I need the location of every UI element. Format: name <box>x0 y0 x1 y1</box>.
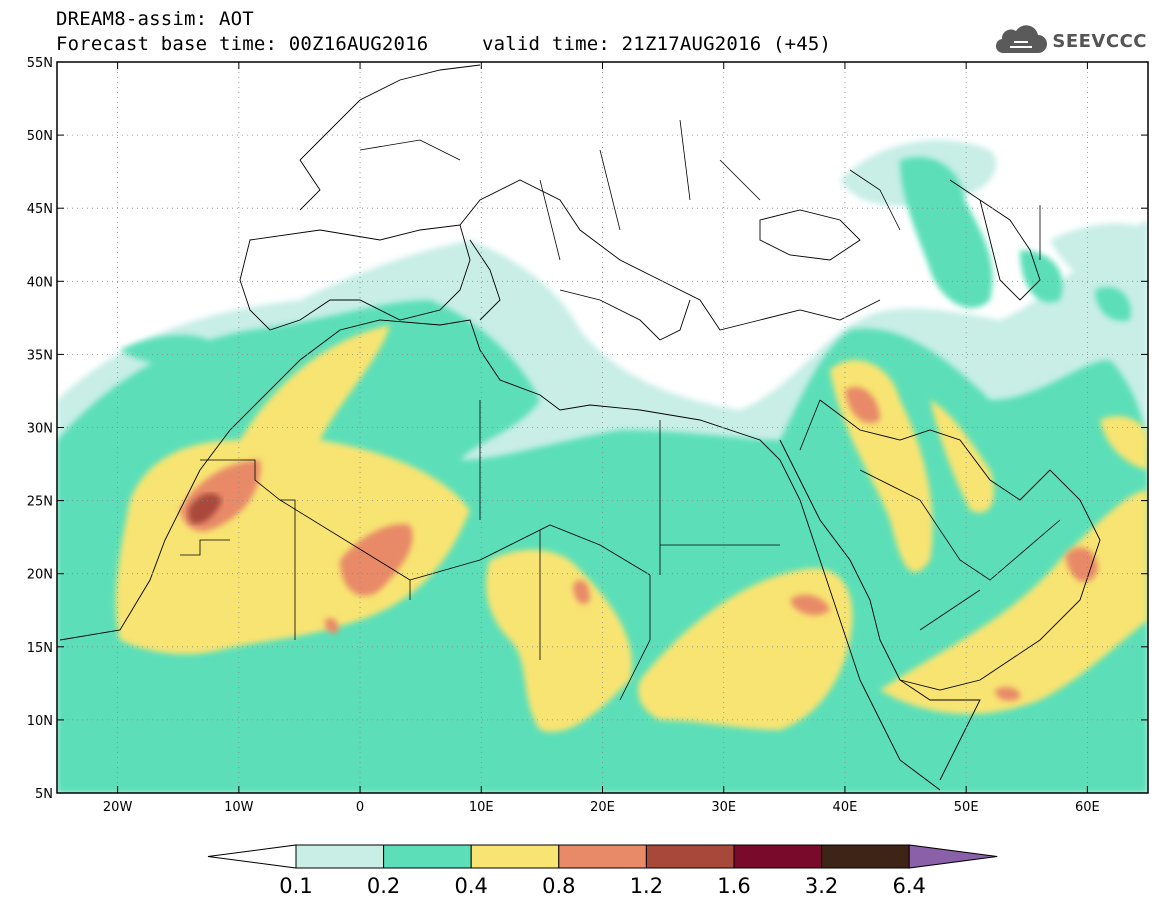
colorbar-segment <box>733 844 823 869</box>
lat-tick-label: 25N <box>27 495 53 510</box>
colorbar-label: 0.2 <box>367 874 400 898</box>
lat-tick-label: 15N <box>27 641 53 656</box>
lon-tick-label: 10E <box>469 800 494 815</box>
colorbar-segment <box>207 844 297 869</box>
colorbar-segment <box>295 844 385 869</box>
lat-tick-label: 45N <box>27 202 53 217</box>
colorbar: 0.1 0.2 0.4 0.8 1.2 1.6 3.2 6.4 <box>207 844 998 898</box>
lat-tick-label: 10N <box>27 714 53 729</box>
colorbar-segment <box>821 844 910 869</box>
graticule <box>57 62 1148 793</box>
lon-tick-label: 30E <box>711 800 736 815</box>
lat-tick-label: 55N <box>27 56 53 71</box>
colorbar-label: 1.6 <box>717 874 750 898</box>
colorbar-segment <box>558 844 647 869</box>
map-title: DREAM8-assim: AOT <box>56 8 254 30</box>
political-borders <box>180 119 1061 701</box>
aot-band-1.2 <box>188 493 222 524</box>
aot-field <box>57 62 1148 793</box>
valid-time: valid time: 21Z17AUG2016 (+45) <box>482 33 832 55</box>
colorbar-label: 0.4 <box>454 874 487 898</box>
lon-tick-label: 50E <box>954 800 979 815</box>
lon-tick-label: 10W <box>224 800 254 815</box>
colorbar-segment <box>383 844 472 869</box>
seevccc-logo: SEEVCCC <box>992 24 1147 58</box>
cloud-icon <box>996 25 1048 54</box>
colorbar-segment <box>645 844 735 869</box>
logo-text: SEEVCCC <box>1052 30 1147 52</box>
forecast-base-time: Forecast base time: 00Z16AUG2016 <box>56 33 429 55</box>
lon-tick-label: 20E <box>590 800 615 815</box>
lon-tick-label: 0 <box>356 800 364 815</box>
colorbar-label: 0.8 <box>542 874 575 898</box>
lat-tick-label: 30N <box>27 422 53 437</box>
colorbar-segment <box>470 844 560 869</box>
axis-ticks: 20W 10W 0 10E 20E 30E 40E 50E 60E 5N 10N 15N 20N 25N 3… <box>27 56 1148 815</box>
lat-tick-label: 5N <box>35 787 53 802</box>
colorbar-segment <box>908 844 998 869</box>
lon-tick-label: 40E <box>833 800 858 815</box>
lat-tick-label: 40N <box>27 275 53 290</box>
lat-tick-label: 35N <box>27 348 53 363</box>
lon-tick-label: 60E <box>1075 800 1100 815</box>
lon-tick-label: 20W <box>103 800 133 815</box>
colorbar-label: 6.4 <box>892 874 925 898</box>
lat-tick-label: 50N <box>27 129 53 144</box>
colorbar-label: 1.2 <box>630 874 663 898</box>
lat-tick-label: 20N <box>27 568 53 583</box>
coastlines <box>59 64 1101 791</box>
colorbar-label: 3.2 <box>805 874 838 898</box>
colorbar-label: 0.1 <box>279 874 312 898</box>
